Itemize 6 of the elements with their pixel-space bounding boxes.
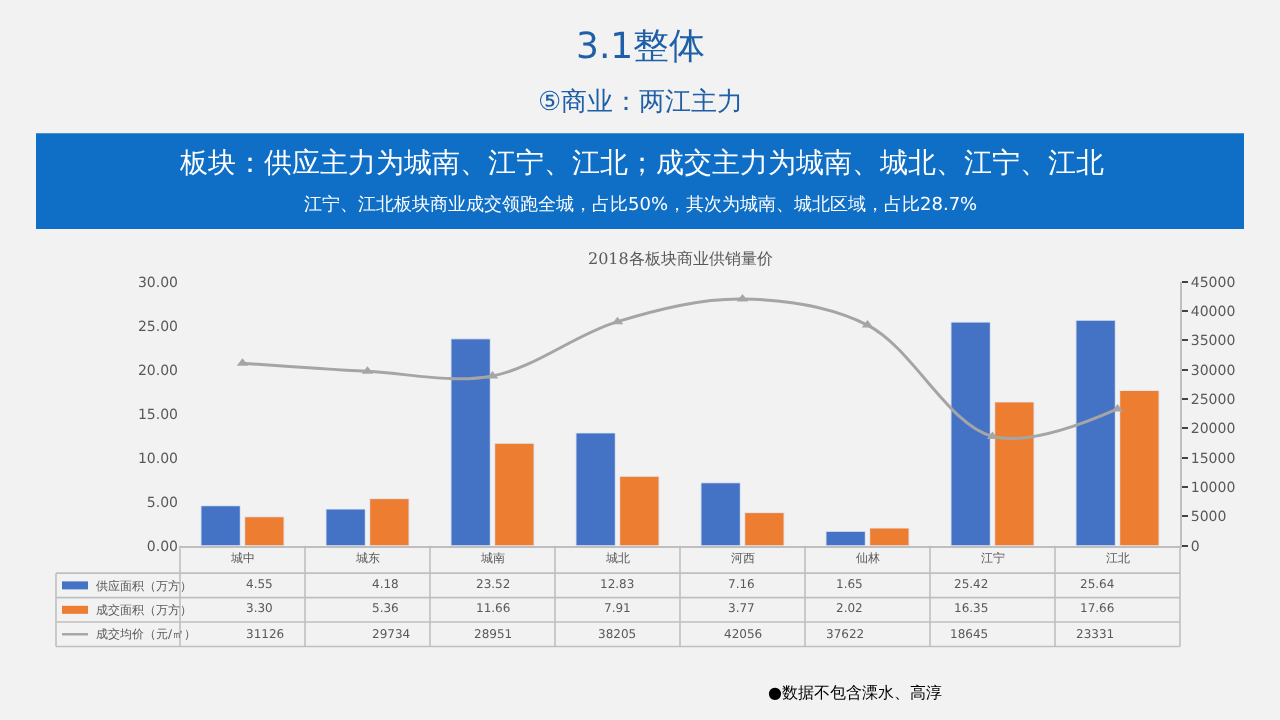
text: ⑤商业：两江主力 bbox=[538, 86, 744, 118]
text: ●数据不包含溧水、高淳 bbox=[768, 684, 942, 702]
text: 板块：供应主力为城南、江宁、江北；成交主力为城南、城北、江宁、江北 bbox=[178, 148, 1104, 180]
chart-title: 2018各板块商业供销量价 bbox=[588, 250, 773, 268]
text: 3.1整体 bbox=[576, 26, 706, 68]
text: 江宁、江北板块商业成交领跑全城，占比50%，其次为城南、城北区域，占比28.7% bbox=[304, 194, 979, 216]
